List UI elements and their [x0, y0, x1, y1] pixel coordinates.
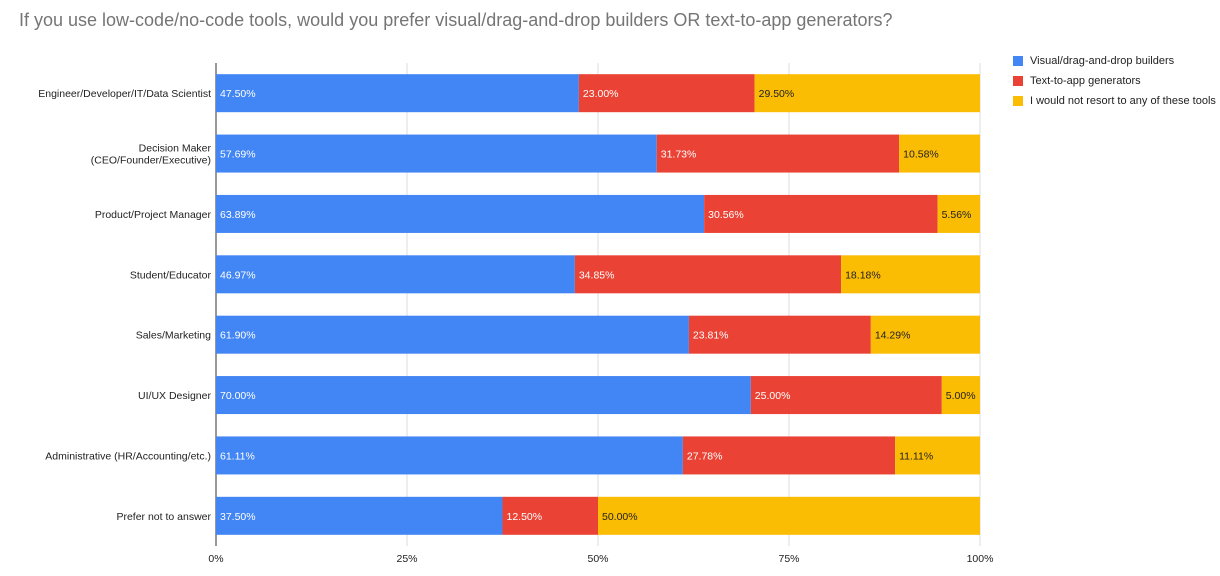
bar-segment[interactable]: [216, 376, 751, 415]
bar-segment[interactable]: [502, 496, 599, 535]
data-label: 46.97%: [220, 269, 256, 281]
data-label: 25.00%: [755, 390, 791, 402]
legend-swatch-none: [1013, 96, 1023, 106]
data-label: 61.90%: [220, 330, 256, 342]
category-label: Engineer/Developer/IT/Data Scientist: [38, 88, 211, 100]
legend-item-visual[interactable]: Visual/drag-and-drop builders: [1013, 51, 1216, 71]
bar-segment[interactable]: [216, 255, 575, 294]
data-label: 23.00%: [583, 88, 619, 100]
legend-item-text-to-app[interactable]: Text-to-app generators: [1013, 71, 1216, 91]
bar-segment[interactable]: [216, 194, 705, 233]
category-label-line: Product/Project Manager: [95, 209, 212, 221]
legend-item-none[interactable]: I would not resort to any of these tools: [1013, 91, 1216, 111]
bar-segment[interactable]: [704, 194, 938, 233]
category-label-line: Student/Educator: [130, 269, 212, 281]
category-label: Prefer not to answer: [116, 511, 211, 523]
bar-segment[interactable]: [216, 134, 657, 173]
bar-segment[interactable]: [688, 315, 871, 354]
category-label: Product/Project Manager: [95, 209, 212, 221]
data-label: 57.69%: [220, 149, 256, 161]
data-label: 11.11%: [899, 450, 933, 462]
category-label-line: Administrative (HR/Accounting/etc.): [45, 450, 211, 462]
bar-segment[interactable]: [899, 134, 980, 173]
category-label: UI/UX Designer: [138, 390, 211, 402]
data-label: 18.18%: [845, 269, 881, 281]
data-label: 31.73%: [661, 149, 697, 161]
data-label: 5.56%: [942, 209, 972, 221]
bar-segment[interactable]: [216, 74, 579, 113]
data-label: 27.78%: [687, 450, 723, 462]
chart-legend: Visual/drag-and-drop builders Text-to-ap…: [1013, 51, 1216, 111]
legend-swatch-visual: [1013, 56, 1023, 66]
category-label-line: Decision Maker: [139, 143, 212, 155]
bar-segment[interactable]: [656, 134, 900, 173]
legend-label-visual: Visual/drag-and-drop builders: [1030, 55, 1175, 67]
data-label: 14.29%: [875, 330, 911, 342]
data-label: 61.11%: [220, 450, 255, 462]
bar-segment[interactable]: [895, 436, 980, 475]
x-tick-label: 75%: [778, 553, 799, 565]
data-label: 34.85%: [579, 269, 615, 281]
data-label: 37.50%: [220, 511, 256, 523]
category-label: Administrative (HR/Accounting/etc.): [45, 450, 211, 462]
category-label-line: UI/UX Designer: [138, 390, 211, 402]
bar-segment[interactable]: [870, 315, 980, 354]
bar-segment[interactable]: [682, 436, 896, 475]
category-label: Student/Educator: [130, 269, 212, 281]
category-label: Sales/Marketing: [136, 330, 211, 342]
category-label-line: Sales/Marketing: [136, 330, 211, 342]
chart-title: If you use low-code/no-code tools, would…: [19, 10, 893, 30]
x-tick-label: 50%: [587, 553, 608, 565]
bar-segment[interactable]: [841, 255, 980, 294]
data-label: 47.50%: [220, 88, 256, 100]
data-label: 5.00%: [946, 390, 976, 402]
bar-segment[interactable]: [754, 74, 980, 113]
data-label: 70.00%: [220, 390, 256, 402]
legend-label-text-to-app: Text-to-app generators: [1030, 75, 1141, 87]
legend-swatch-text-to-app: [1013, 76, 1023, 86]
bar-segment[interactable]: [216, 496, 503, 535]
bar-segment[interactable]: [216, 436, 683, 475]
data-label: 30.56%: [708, 209, 744, 221]
data-label: 12.50%: [507, 511, 543, 523]
bar-segment[interactable]: [578, 74, 755, 113]
category-label-line: (CEO/Founder/Executive): [91, 155, 211, 167]
bar-segment[interactable]: [941, 376, 980, 415]
data-label: 50.00%: [602, 511, 638, 523]
data-label: 10.58%: [903, 149, 939, 161]
data-label: 63.89%: [220, 209, 256, 221]
data-label: 23.81%: [693, 330, 729, 342]
category-label-line: Prefer not to answer: [116, 511, 211, 523]
bar-segment[interactable]: [750, 376, 942, 415]
bar-segment[interactable]: [574, 255, 842, 294]
data-label: 29.50%: [759, 88, 795, 100]
bar-segment[interactable]: [598, 496, 980, 535]
category-label-line: Engineer/Developer/IT/Data Scientist: [38, 88, 211, 100]
x-tick-label: 0%: [208, 553, 223, 565]
x-tick-label: 25%: [396, 553, 417, 565]
category-label: Decision Maker (CEO/Founder/Executive): [91, 143, 212, 167]
bar-segment[interactable]: [216, 315, 689, 354]
legend-label-none: I would not resort to any of these tools: [1030, 95, 1216, 107]
x-tick-label: 100%: [967, 553, 994, 565]
bar-segment[interactable]: [937, 194, 981, 233]
